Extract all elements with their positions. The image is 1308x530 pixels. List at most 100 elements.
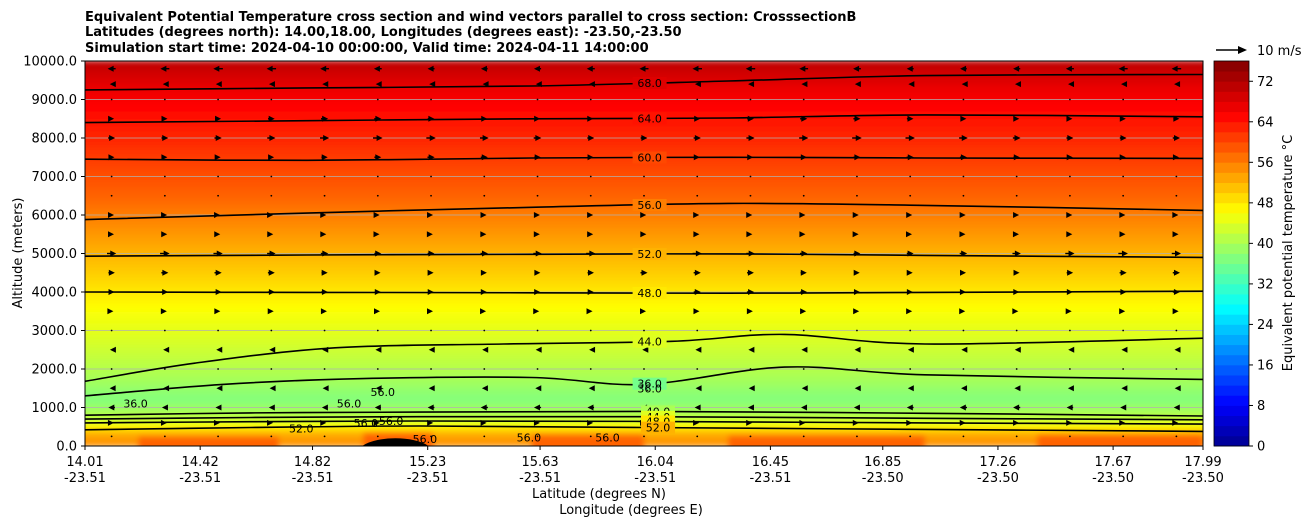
temperature-band bbox=[85, 91, 1203, 97]
colorbar-blocks bbox=[1214, 61, 1249, 447]
temperature-band bbox=[85, 99, 1203, 104]
wind-arrow bbox=[533, 231, 540, 238]
wind-arrow bbox=[1015, 329, 1018, 332]
wind-arrow bbox=[110, 98, 113, 101]
wind-arrow bbox=[483, 329, 486, 332]
contour-label: 36.0 bbox=[123, 398, 148, 411]
wind-arrow bbox=[853, 65, 861, 72]
colorbar-block bbox=[1214, 71, 1249, 82]
wind-arrow bbox=[800, 289, 808, 295]
x-tick-label-lat: 17.99 bbox=[1184, 455, 1221, 470]
wind-arrow bbox=[1172, 269, 1180, 276]
wind-arrow bbox=[748, 81, 755, 88]
temperature-band bbox=[85, 310, 1203, 316]
wind-arrow bbox=[107, 250, 117, 257]
wind-arrow bbox=[267, 231, 274, 238]
wind-arrow bbox=[853, 289, 860, 295]
wind-arrow bbox=[1066, 289, 1073, 295]
colorbar-tick-label: 56 bbox=[1257, 156, 1274, 171]
wind-arrow bbox=[799, 212, 806, 218]
wind-arrow bbox=[428, 385, 435, 392]
wind-arrow bbox=[373, 212, 380, 218]
temperature-band bbox=[85, 229, 1203, 235]
wind-arrow bbox=[267, 212, 274, 218]
wind-arrow bbox=[214, 308, 221, 315]
colorbar-block bbox=[1214, 314, 1249, 325]
contour-label: 56.0 bbox=[371, 386, 396, 399]
wind-arrow bbox=[1065, 65, 1074, 72]
colorbar-block bbox=[1214, 152, 1249, 163]
wind-arrow bbox=[373, 231, 380, 238]
contour-label: 52.0 bbox=[289, 423, 314, 436]
wind-arrow bbox=[959, 419, 966, 426]
wind-arrow bbox=[1012, 308, 1019, 315]
colorbar-label: Equivalent potential temperature °C bbox=[1281, 135, 1296, 371]
wind-arrow bbox=[747, 115, 754, 122]
y-tick-label: 4000.0 bbox=[32, 286, 78, 301]
colorbar-block bbox=[1214, 364, 1249, 376]
y-tick-label: 10000.0 bbox=[23, 55, 77, 70]
wind-arrow bbox=[587, 154, 594, 161]
wind-arrow bbox=[217, 194, 219, 197]
x-tick-label-lat: 14.01 bbox=[66, 455, 103, 470]
x-tick-label-lat: 16.45 bbox=[752, 455, 789, 470]
wind-arrow bbox=[909, 194, 912, 197]
wind-arrow bbox=[110, 329, 113, 332]
wind-arrow bbox=[587, 269, 594, 276]
wind-arrow bbox=[373, 65, 382, 72]
warm-surface-patch bbox=[1037, 434, 1203, 446]
wind-arrow bbox=[1068, 346, 1075, 353]
temperature-band bbox=[85, 303, 1203, 308]
colorbar-block bbox=[1214, 162, 1249, 173]
wind-arrow bbox=[802, 329, 805, 332]
wind-arrow bbox=[693, 154, 700, 161]
wind-arrow bbox=[110, 435, 113, 438]
wind-arrow bbox=[214, 269, 222, 276]
wind-arrow bbox=[745, 65, 756, 72]
wind-arrow bbox=[959, 154, 967, 161]
colorbar-block bbox=[1214, 395, 1249, 406]
wind-arrow bbox=[801, 385, 808, 392]
contour-label-bg bbox=[632, 77, 667, 90]
wind-arrow bbox=[214, 212, 221, 218]
contour-label: 60.0 bbox=[637, 152, 662, 165]
wind-arrow bbox=[374, 404, 381, 411]
wind-arrow bbox=[1120, 404, 1127, 411]
quiver-key-arrowhead bbox=[1238, 46, 1247, 54]
temperature-band bbox=[85, 330, 1203, 335]
wind-arrow bbox=[643, 435, 645, 438]
wind-arrow bbox=[320, 250, 329, 257]
wind-arrow bbox=[856, 368, 858, 370]
colorbar-tick-label: 32 bbox=[1257, 277, 1274, 292]
contour-line bbox=[85, 415, 1203, 421]
wind-arrow bbox=[1119, 231, 1126, 238]
wind-arrow bbox=[374, 115, 382, 122]
wind-arrow bbox=[961, 346, 968, 353]
wind-arrow bbox=[270, 368, 273, 370]
wind-arrow bbox=[643, 194, 645, 197]
wind-arrow bbox=[161, 231, 168, 238]
wind-arrow bbox=[959, 289, 966, 295]
wind-arrow bbox=[746, 212, 753, 218]
wind-arrow bbox=[110, 194, 113, 197]
wind-arrow bbox=[480, 154, 488, 161]
contour-label: 52.0 bbox=[637, 248, 662, 261]
temperature-band bbox=[85, 214, 1203, 220]
wind-arrow bbox=[906, 231, 913, 238]
colorbar-block bbox=[1214, 172, 1249, 183]
temperature-band bbox=[85, 72, 1203, 77]
wind-arrow bbox=[321, 404, 328, 411]
wind-arrow bbox=[161, 289, 169, 295]
wind-arrow bbox=[1175, 98, 1178, 101]
wind-arrow bbox=[320, 65, 329, 72]
wind-arrow bbox=[643, 175, 645, 178]
temperature-band bbox=[85, 356, 1203, 362]
contour-label-bg bbox=[632, 112, 667, 125]
colorbar-block bbox=[1214, 324, 1249, 335]
wind-arrow bbox=[909, 175, 912, 178]
wind-arrow bbox=[536, 329, 539, 332]
x-axis: 14.01-23.5114.42-23.5114.82-23.5115.23-2… bbox=[64, 446, 1224, 486]
wind-arrow bbox=[696, 435, 699, 438]
wind-arrow bbox=[696, 368, 699, 370]
temperature-band bbox=[85, 283, 1203, 289]
